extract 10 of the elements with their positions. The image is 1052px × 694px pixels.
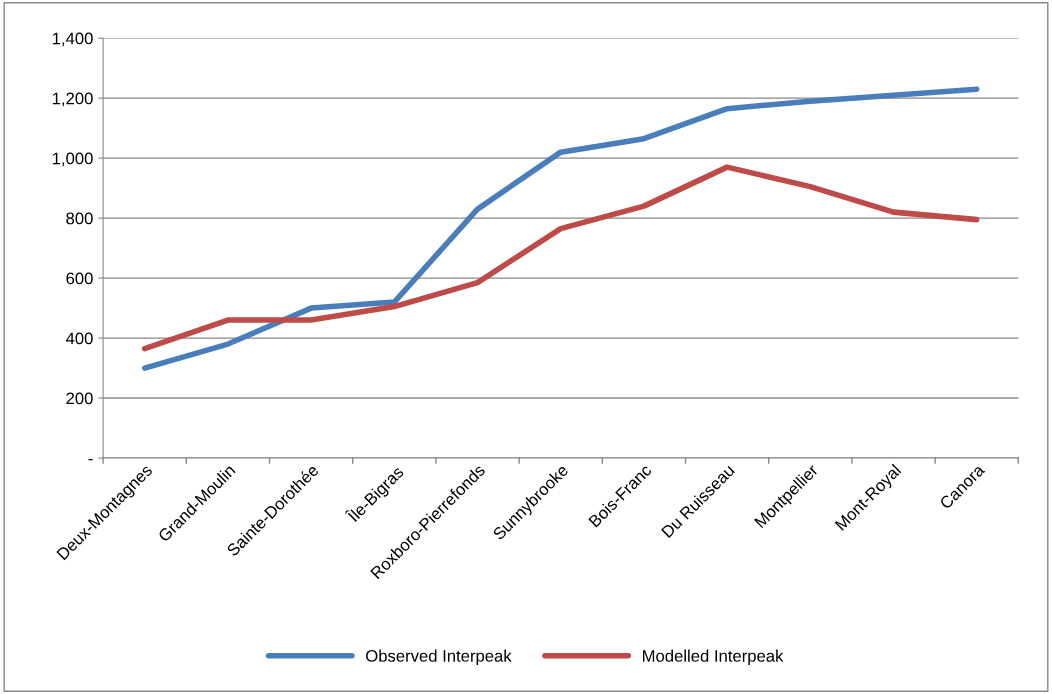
y-tick-label: 1,000	[52, 152, 93, 167]
y-tick-label: 200	[66, 392, 93, 405]
y-tick-label: 800	[66, 212, 93, 225]
y-tick-label: 400	[65, 332, 93, 345]
legend-label: Observed Interpeak	[366, 649, 512, 666]
y-tick-label: 1,200	[52, 92, 93, 107]
y-tick-label: 600	[66, 272, 93, 285]
y-tick-label: -	[88, 459, 93, 461]
legend-label: Modelled Interpeak	[643, 649, 784, 666]
y-tick-label: 1,400	[52, 32, 93, 47]
